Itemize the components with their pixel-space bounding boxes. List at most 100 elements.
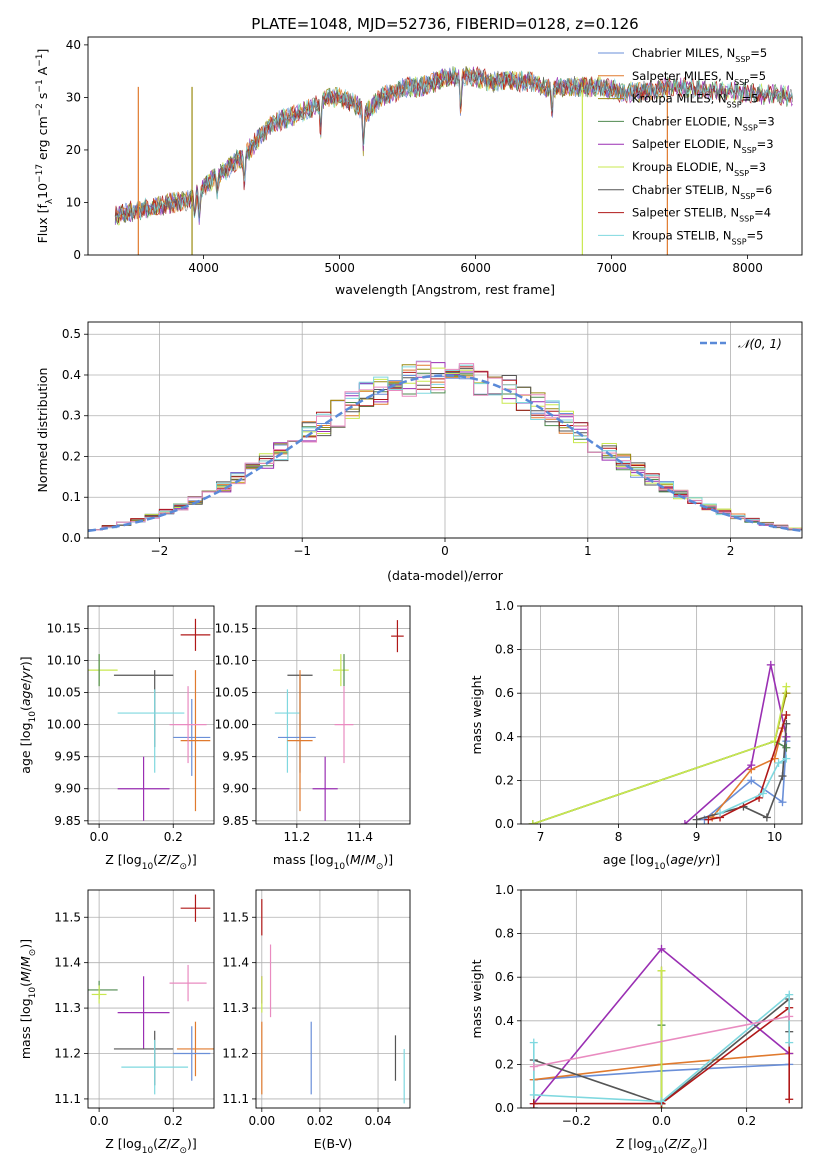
weight-line xyxy=(703,741,788,821)
plot-area xyxy=(528,660,791,824)
y-tick-label: 0.0 xyxy=(62,531,81,545)
x-tick-label: 0.0 xyxy=(90,830,109,844)
weight-marker xyxy=(716,809,725,818)
y-tick-label: 1.0 xyxy=(495,883,514,897)
weight-marker xyxy=(657,966,666,975)
data-point xyxy=(173,1026,211,1081)
figure-title: PLATE=1048, MJD=52736, FIBERID=0128, z=0… xyxy=(251,15,638,33)
y-tick-label: 0.8 xyxy=(495,643,514,657)
y-tick-label: 10.05 xyxy=(47,686,81,700)
legend-label: 𝒩(0, 1) xyxy=(738,337,782,351)
data-point xyxy=(333,654,349,687)
x-tick-label: 10 xyxy=(767,830,782,844)
legend-label: Salpeter MILES, NSSP=5 xyxy=(632,69,766,87)
y-tick-label: 9.85 xyxy=(222,814,249,828)
data-point xyxy=(287,670,313,812)
x-tick-label: 7 xyxy=(537,830,545,844)
y-tick-label: 9.90 xyxy=(222,782,249,796)
y-tick-label: 0.1 xyxy=(62,490,81,504)
y-tick-label: 0.0 xyxy=(495,817,514,831)
y-tick-label: 9.95 xyxy=(222,750,249,764)
data-point xyxy=(312,756,338,821)
x-tick-label: 5000 xyxy=(324,261,355,275)
data-point xyxy=(391,620,404,653)
y-tick-label: 40 xyxy=(66,38,81,52)
x-tick-label: 0.0 xyxy=(652,1114,671,1128)
legend-label: Kroupa STELIB, NSSP=5 xyxy=(632,228,763,246)
x-tick-label: 9 xyxy=(693,830,701,844)
y-tick-label: 0.6 xyxy=(495,970,514,984)
weight-marker xyxy=(529,1062,538,1071)
y-tick-label: 10.10 xyxy=(47,654,81,668)
legend-label: Salpeter STELIB, NSSP=4 xyxy=(632,206,771,224)
weight-line xyxy=(533,1006,790,1105)
y-tick-label: 10.00 xyxy=(47,718,81,732)
weight-marker xyxy=(782,754,791,763)
x-tick-label: 0.00 xyxy=(248,1114,275,1128)
x-tick-label: 7000 xyxy=(596,261,627,275)
y-tick-label: 0.2 xyxy=(62,449,81,463)
x-tick-label: −0.2 xyxy=(562,1114,591,1128)
normal-curve xyxy=(88,374,802,533)
weight-marker xyxy=(747,761,756,770)
y-tick-label: 11.4 xyxy=(222,956,249,970)
weight-marker xyxy=(766,660,775,669)
y-tick-label: 11.2 xyxy=(222,1047,249,1061)
y-tick-label: 11.1 xyxy=(54,1092,81,1106)
y-tick-label: 0.2 xyxy=(495,773,514,787)
legend-label: Chabrier ELODIE, NSSP=3 xyxy=(632,114,775,131)
plot-area xyxy=(274,620,404,821)
y-tick-label: 20 xyxy=(66,143,81,157)
x-tick-label: 0.2 xyxy=(164,1114,183,1128)
y-tick-label: 0.0 xyxy=(495,1101,514,1115)
y-tick-label: 0.5 xyxy=(62,327,81,341)
data-point xyxy=(180,894,211,922)
weight-marker xyxy=(529,1038,538,1047)
weight-marker xyxy=(785,1012,794,1021)
weight-marker xyxy=(778,798,787,807)
weight-marker xyxy=(762,813,771,822)
x-tick-label: 8000 xyxy=(732,261,763,275)
weight-marker xyxy=(657,944,666,953)
plot-area xyxy=(88,894,214,1095)
y-tick-label: 0.6 xyxy=(495,686,514,700)
data-point xyxy=(180,618,211,651)
panel-mass_vs_ebv: 0.00 0.02 0.04 11.1 11.2 11.3 11.4 11.5 E(B-V) xyxy=(222,889,411,1151)
weight-marker xyxy=(782,711,791,719)
axes-frame xyxy=(255,889,411,1109)
weight-marker xyxy=(657,1097,666,1106)
y-tick-label: 11.3 xyxy=(222,1001,249,1015)
x-tick-label: 0.04 xyxy=(365,1114,392,1128)
y-tick-label: 11.1 xyxy=(222,1092,249,1106)
weight-line xyxy=(696,723,788,821)
data-point xyxy=(176,1021,214,1077)
panel-weight_vs_Z: −0.2 0.0 0.2 0.0 0.2 0.4 0.6 0.8 1.0 Z [log10(Z/Z… xyxy=(469,883,803,1156)
y-tick-label: 10.05 xyxy=(215,686,249,700)
x-tick-label: −1 xyxy=(293,544,311,558)
y-tick-label: 0.4 xyxy=(495,1014,514,1028)
panel-weight_vs_age: 7 8 9 10 0.0 0.2 0.4 0.6 0.8 1.0 age [log10(age/yr… xyxy=(469,599,803,872)
data-point xyxy=(334,686,354,764)
y-tick-label: 11.3 xyxy=(54,1001,81,1015)
weight-marker xyxy=(747,776,756,785)
weight-marker xyxy=(528,820,537,824)
weight-marker xyxy=(785,1038,794,1047)
plot-area xyxy=(88,360,802,533)
y-tick-label: 10.15 xyxy=(215,621,249,635)
legend-label: Salpeter ELODIE, NSSP=3 xyxy=(632,137,774,155)
x-axis-label: wavelength [Angstrom, rest frame] xyxy=(335,282,555,297)
legend-label: Chabrier MILES, NSSP=5 xyxy=(632,46,767,64)
y-tick-label: 10.10 xyxy=(215,654,249,668)
axes-frame xyxy=(87,605,215,825)
plot-area xyxy=(261,899,405,1104)
x-tick-label: −2 xyxy=(151,544,169,558)
y-tick-label: 11.4 xyxy=(54,956,81,970)
y-tick-label: 0 xyxy=(73,248,81,262)
x-axis-label: (data-model)/error xyxy=(387,568,504,583)
y-tick-label: 0.3 xyxy=(62,409,81,423)
y-tick-label: 1.0 xyxy=(495,599,514,613)
x-tick-label: 6000 xyxy=(460,261,491,275)
y-tick-label: 0.4 xyxy=(495,730,514,744)
x-axis-label: Z [log10(Z/Z⊙)] xyxy=(105,852,197,872)
